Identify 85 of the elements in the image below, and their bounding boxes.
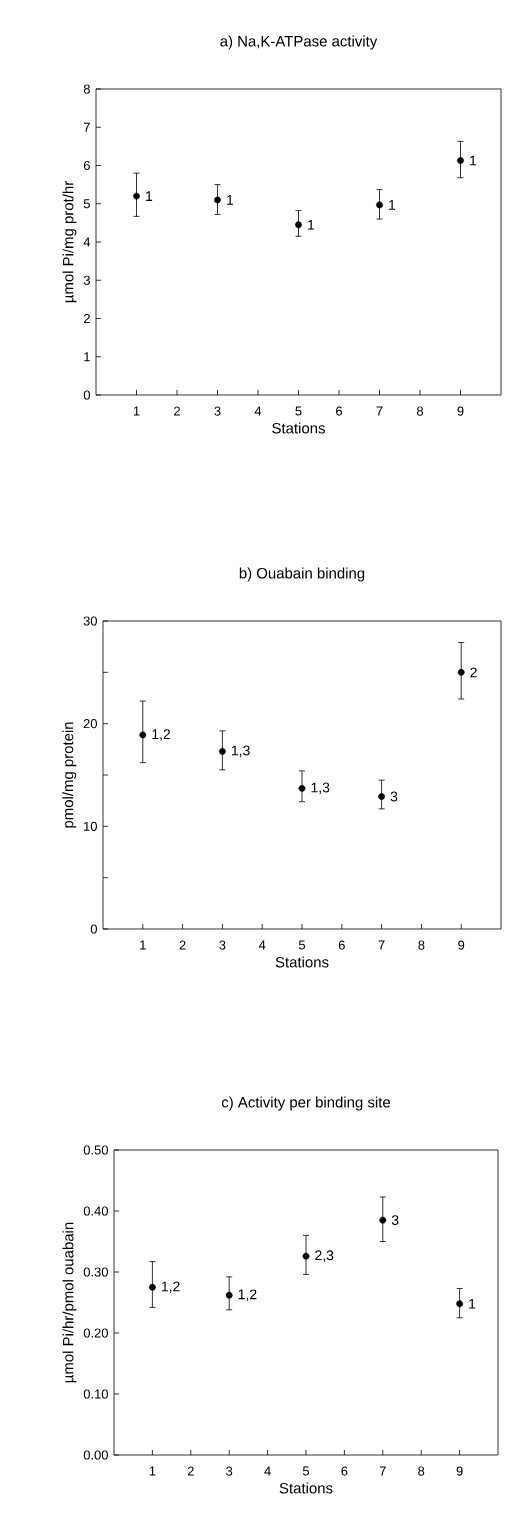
point (302, 1252, 310, 1260)
y-tick-label: 0.00 (83, 1450, 108, 1460)
x-axis-title: Stations (275, 956, 329, 968)
point (219, 747, 226, 755)
point (378, 793, 385, 800)
x-tick-label: 8 (418, 1466, 425, 1476)
x-tick-label: 9 (456, 1466, 463, 1476)
x-tick-label: 1 (133, 406, 140, 416)
x-axis-title: Stations (279, 1482, 333, 1494)
point (225, 1291, 233, 1299)
x-tick-label: 2 (179, 940, 186, 950)
annotation: 2,3 (315, 1250, 334, 1262)
annotation: 1,2 (152, 729, 171, 741)
annotation: 1 (146, 191, 153, 201)
x-tick-label: 2 (187, 1466, 194, 1476)
y-tick-label: 8 (83, 84, 90, 94)
x-tick-label: 6 (336, 406, 343, 416)
annotation: 2 (470, 667, 477, 678)
point (214, 196, 221, 204)
annotation: 1 (470, 155, 477, 166)
point (456, 1300, 463, 1308)
point (379, 1216, 387, 1224)
x-tick-label: 6 (341, 1466, 348, 1476)
point (295, 221, 302, 229)
annotation: 1,2 (238, 1289, 257, 1301)
x-tick-label: 3 (226, 1466, 233, 1476)
y-tick-label: 4 (83, 237, 91, 247)
x-tick-label: 1 (140, 940, 146, 950)
x-tick-label: 7 (376, 406, 383, 416)
x-tick-label: 8 (418, 940, 425, 950)
annotation: 1,3 (231, 745, 250, 758)
y-tick-label: 0.50 (83, 1145, 108, 1155)
y-axis-title: pmol/mg protein (62, 722, 77, 828)
annotation: 3 (391, 1215, 399, 1226)
point (298, 784, 306, 792)
x-tick-label: 5 (298, 940, 306, 950)
annotation: 1 (389, 200, 396, 210)
x-tick-label: 1 (149, 1466, 156, 1476)
y-axis-title: µmol Pi/mg prot/hr (62, 181, 77, 303)
point (376, 201, 383, 209)
y-tick-label: 0.30 (83, 1267, 108, 1277)
annotation: 1,2 (161, 1281, 180, 1294)
x-tick-label: 3 (219, 940, 226, 950)
annotation: 1 (469, 1298, 476, 1309)
x-tick-label: 8 (416, 406, 424, 416)
x-tick-label: 2 (174, 406, 180, 416)
y-tick-label: 3 (83, 275, 90, 285)
x-tick-label: 7 (378, 940, 385, 950)
annotation: 3 (390, 791, 398, 802)
y-tick-label: 6 (83, 160, 90, 171)
x-tick-label: 3 (214, 406, 221, 416)
chart-title: b) Ouabain binding (239, 567, 365, 582)
annotation: 1 (308, 219, 315, 230)
y-tick-label: 7 (83, 122, 90, 132)
annotation: 1 (227, 195, 234, 205)
y-tick-label: 20 (83, 719, 97, 729)
y-tick-label: 1 (84, 352, 90, 362)
point (457, 157, 464, 164)
x-tick-label: 9 (458, 940, 465, 950)
x-tick-label: 5 (295, 406, 302, 416)
point (149, 1283, 156, 1291)
y-tick-label: 0 (90, 924, 97, 934)
y-tick-label: 5 (83, 199, 90, 209)
x-tick-label: 5 (302, 1466, 310, 1476)
y-tick-label: 2 (83, 313, 90, 324)
y-tick-label: 30 (83, 616, 97, 626)
x-tick-label: 4 (258, 940, 266, 950)
point (133, 192, 140, 200)
chart-title: c) Activity per binding site (221, 1096, 391, 1111)
y-axis-title: µmol Pi/hr/pmol ouabain (62, 1222, 77, 1383)
x-tick-label: 4 (254, 406, 262, 416)
chart-title: a) Na,K-ATPase activity (220, 35, 378, 50)
x-tick-label: 4 (264, 1466, 271, 1476)
y-tick-label: 10 (84, 821, 97, 831)
x-tick-label: 6 (338, 940, 345, 950)
x-tick-label: 7 (379, 1466, 386, 1476)
y-tick-label: 0.20 (83, 1328, 108, 1338)
point (139, 731, 147, 739)
y-tick-label: 0 (83, 390, 90, 400)
point (457, 668, 465, 676)
y-tick-label: 0.40 (83, 1206, 108, 1216)
x-axis-title: Stations (272, 422, 325, 434)
x-tick-label: 9 (457, 406, 464, 416)
annotation: 1,3 (311, 782, 330, 795)
y-tick-label: 0.10 (83, 1389, 108, 1399)
